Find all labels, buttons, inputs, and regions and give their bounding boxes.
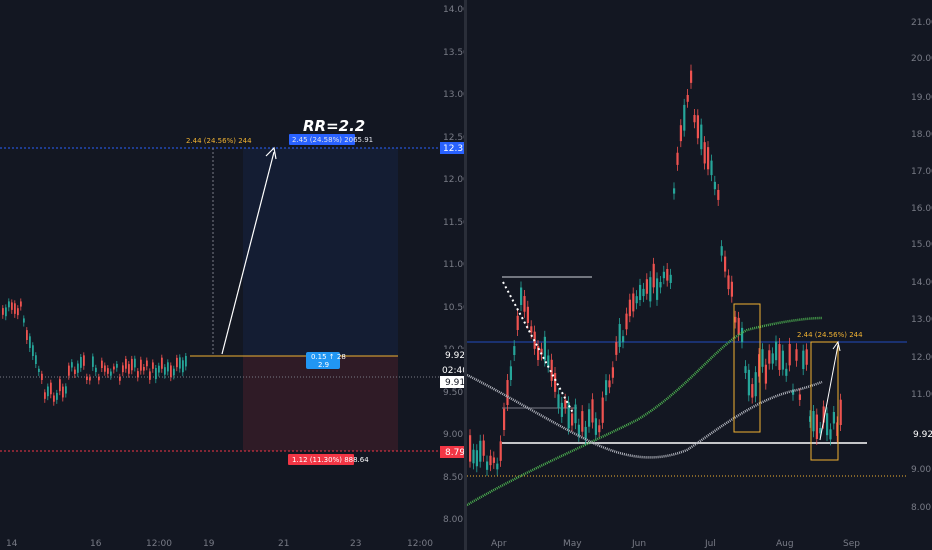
- y-tick-label: 11.50: [443, 218, 464, 228]
- y-tick-label: 9.00: [911, 465, 931, 475]
- y-tick-label: 16.00: [911, 204, 932, 214]
- x-tick-label: Sep: [843, 539, 860, 549]
- last-price-tag-text: 9.92: [445, 351, 464, 361]
- stop-price-tag-text: 8.79: [445, 448, 464, 458]
- x-tick-label: 21: [278, 539, 289, 549]
- right-x-axis-ticks: Apr May Jun Jul Aug Sep: [491, 539, 860, 549]
- measure-label: 2.44 (24.56%) 244: [186, 137, 252, 145]
- right-time-axis[interactable]: [467, 536, 907, 550]
- y-tick-label: 19.00: [911, 93, 932, 103]
- left-time-axis[interactable]: [0, 536, 440, 550]
- y-tick-label: 9.00: [443, 430, 463, 440]
- last-price-tag: [440, 349, 464, 361]
- entry-info-box[interactable]: [306, 352, 340, 369]
- countdown-tag-text: 02:40: [442, 366, 464, 376]
- stop-price-tag: [440, 446, 464, 458]
- stop-info-label: 1.12 (11.30%) 888.64: [292, 456, 369, 464]
- x-tick-label: 19: [203, 539, 215, 549]
- right-projection-arrow: [819, 344, 839, 441]
- right-projection-arrowhead: [832, 340, 841, 352]
- y-tick-label: 10.50: [443, 303, 464, 313]
- x-tick-label: Jul: [704, 539, 716, 549]
- y-tick-label: 18.00: [911, 130, 932, 140]
- x-tick-label: Aug: [776, 539, 794, 549]
- x-tick-label: 23: [350, 539, 361, 549]
- left-chart-pane[interactable]: 2.44 (24.56%) 244 RR=2.2 2.45 (24.58%) 2…: [0, 0, 464, 550]
- y-tick-label: 13.00: [443, 90, 464, 100]
- y-tick-label: 12.50: [443, 133, 464, 143]
- y-tick-label: 8.50: [443, 473, 463, 483]
- x-tick-label: 12:00: [146, 539, 172, 549]
- stop-info-box[interactable]: [288, 454, 354, 465]
- entry-info-line1: 0.15 ↑ 28: [311, 353, 346, 361]
- y-tick-label: 20.00: [911, 54, 932, 64]
- projection-arrowhead: [265, 146, 277, 160]
- right-price-axis[interactable]: [907, 0, 932, 550]
- y-tick-label: 14.00: [443, 5, 464, 15]
- x-tick-label: May: [563, 539, 582, 549]
- y-tick-label: 21.00: [911, 18, 932, 28]
- right-measure-label: 2.44 (24.56%) 244: [797, 331, 863, 339]
- y-tick-label: 13.00: [911, 315, 932, 325]
- y-tick-label: 15.00: [911, 240, 932, 250]
- highlight-box-july[interactable]: [733, 303, 761, 433]
- target-info-box[interactable]: [289, 134, 355, 145]
- moving-averages: [467, 316, 823, 507]
- countdown-tag: [440, 364, 464, 375]
- right-chart-pane[interactable]: 2.44 (24.56%) 244 21.00 20.00 19.00 18.00 17…: [467, 0, 932, 550]
- highlight-box-august[interactable]: [810, 341, 839, 461]
- right-chart-canvas[interactable]: 2.44 (24.56%) 244 21.00 20.00 19.00 18.00 17…: [467, 0, 932, 550]
- y-tick-label: 8.00: [443, 515, 463, 525]
- target-info-label: 2.45 (24.58%) 2065.91: [292, 136, 373, 144]
- y-tick-label: 9.50: [443, 388, 463, 398]
- target-zone[interactable]: [243, 148, 398, 356]
- target-price-tag-text: 12.37: [443, 144, 464, 154]
- entry-price-tag: [440, 376, 464, 388]
- rr-label: RR=2.2: [303, 117, 365, 135]
- left-price-axis[interactable]: [440, 0, 464, 550]
- y-tick-label: 13.50: [443, 48, 464, 58]
- entry-price-tag-text: 9.91: [445, 378, 464, 388]
- right-candles: [469, 64, 842, 476]
- left-chart-canvas[interactable]: 2.44 (24.56%) 244 RR=2.2 2.45 (24.58%) 2…: [0, 0, 464, 550]
- x-tick-label: 12:00: [407, 539, 433, 549]
- y-tick-label: 12.00: [443, 175, 464, 185]
- entry-info-line2: 2.9: [318, 361, 329, 369]
- y-tick-label: 17.00: [911, 167, 932, 177]
- right-last-price-tag: [907, 428, 932, 440]
- target-price-tag: [440, 142, 464, 154]
- x-tick-label: 16: [90, 539, 102, 549]
- y-tick-label: 14.00: [911, 278, 932, 288]
- y-tick-label: 12.00: [911, 353, 932, 363]
- stop-zone[interactable]: [243, 356, 398, 451]
- y-tick-label: 8.00: [911, 503, 931, 513]
- pane-divider[interactable]: [464, 0, 467, 550]
- projection-arrow: [221, 151, 275, 355]
- x-tick-label: 14: [6, 539, 18, 549]
- x-tick-label: Apr: [491, 539, 507, 549]
- left-x-axis-ticks: 14 16 12:00 19 21 23 12:00: [6, 539, 433, 549]
- x-tick-label: Jun: [631, 539, 646, 549]
- y-tick-label: 11.00: [443, 260, 464, 270]
- left-candles: [2, 298, 187, 406]
- y-tick-label: 11.00: [911, 390, 932, 400]
- right-last-price-text: 9.92: [913, 430, 932, 440]
